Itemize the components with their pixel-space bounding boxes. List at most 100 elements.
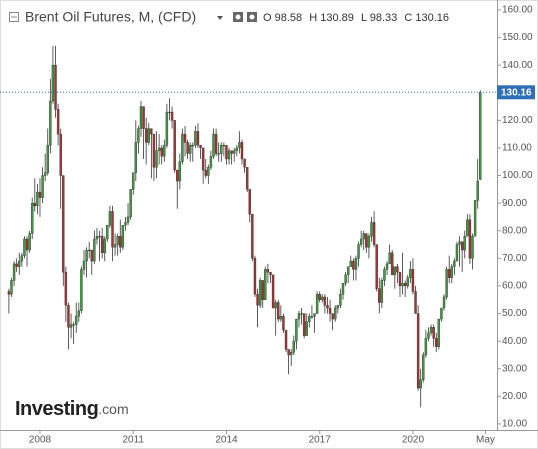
candle-body [207, 167, 210, 176]
candle-body [132, 172, 135, 190]
candle-body [59, 133, 62, 176]
candle-body [370, 222, 373, 237]
candle-body [222, 144, 226, 147]
candle-body [144, 128, 148, 143]
candle-body [429, 327, 433, 334]
y-tick-label: 110.00 [502, 143, 532, 154]
y-tick-label: 40.00 [502, 336, 527, 347]
candle-body [150, 128, 153, 135]
x-tick-label: May [476, 435, 495, 446]
candle-body [315, 294, 319, 314]
candle-body [328, 307, 332, 314]
candle-body [220, 144, 223, 154]
candle-body [85, 249, 88, 262]
candle-body [165, 111, 169, 146]
candle-body [12, 263, 16, 281]
candle-body [292, 340, 295, 353]
candle-body [90, 249, 93, 262]
candle-body [367, 236, 371, 248]
chart-title: Brent Oil Futures, M, (CFD) [25, 9, 196, 25]
y-tick-label: 50.00 [502, 308, 527, 319]
candle-body [372, 222, 376, 245]
y-tick-label: 60.00 [502, 281, 527, 292]
candle-body [201, 147, 205, 171]
dropdown-arrow[interactable] [217, 16, 223, 20]
settings-icon-dot [235, 14, 241, 20]
candle-body [119, 236, 122, 248]
candle-body [152, 133, 156, 168]
y-tick-label: 140.00 [502, 60, 533, 71]
candle-body [251, 213, 254, 259]
candle-body [116, 236, 119, 245]
x-tick-label: 2011 [122, 435, 144, 446]
candle-body [54, 64, 57, 110]
candle-body [245, 167, 249, 190]
candle-body [139, 106, 143, 129]
candle-body [64, 271, 68, 306]
candle-body [398, 271, 402, 287]
candle-body [238, 142, 241, 149]
candle-body [126, 216, 130, 223]
candle-body [225, 144, 228, 160]
candle-body [471, 236, 474, 259]
ohlc-label: H [309, 12, 317, 24]
candle-body [271, 274, 275, 309]
candle-body [450, 266, 453, 278]
gear-icon-dot [249, 14, 255, 20]
y-tick-label: 80.00 [502, 225, 527, 236]
candle-body [87, 249, 91, 252]
candle-body [287, 349, 290, 356]
candle-body [460, 241, 464, 251]
candle-body [95, 236, 99, 240]
candle-body [10, 280, 13, 295]
ohlc-value: 98.58 [275, 12, 303, 24]
candle-body [344, 274, 347, 284]
candle-body [416, 313, 420, 389]
candle-body [401, 282, 404, 287]
candle-body [318, 294, 321, 300]
candle-body [168, 111, 171, 114]
candle-body [98, 236, 101, 238]
x-tick-label: 2017 [309, 435, 332, 446]
candle-body [468, 219, 472, 259]
candle-body [75, 316, 78, 325]
y-tick-label: 120.00 [502, 115, 533, 126]
candle-body [103, 238, 106, 254]
y-tick-label: 150.00 [502, 32, 533, 43]
header: Brent Oil Futures, M, (CFD) O 98.58 H 13… [9, 9, 449, 25]
candle-body [357, 244, 360, 259]
candle-body [196, 131, 200, 146]
candle-body [28, 233, 31, 251]
x-tick-label: 2014 [215, 435, 238, 446]
y-tick-label: 160.00 [502, 5, 533, 16]
candle-body [20, 255, 24, 262]
candle-body [331, 313, 334, 320]
candle-body [67, 305, 70, 328]
candle-body [62, 175, 65, 273]
candle-body [274, 302, 277, 309]
candle-body [458, 241, 461, 245]
candle-body [264, 269, 267, 300]
candle-body [326, 305, 329, 309]
candle-body [414, 291, 417, 314]
ohlc-label: C [404, 12, 412, 24]
candle-body [121, 225, 125, 248]
candle-body [212, 133, 215, 157]
candle-body [409, 269, 412, 278]
plot [7, 45, 482, 408]
candle-body [349, 260, 352, 267]
x-tick-label: 2008 [29, 435, 52, 446]
candle-body [427, 332, 430, 339]
candle-body [191, 144, 194, 147]
candle-body [181, 133, 184, 162]
y-tick-label: 20.00 [502, 391, 527, 402]
candle-body [297, 313, 301, 320]
candle-body [403, 282, 407, 287]
candle-body [235, 147, 239, 151]
candle-body [38, 191, 42, 198]
candle-body [214, 133, 218, 154]
ohlc-value: 130.16 [415, 12, 449, 24]
candle-body [142, 106, 145, 129]
candle-body [106, 225, 109, 240]
